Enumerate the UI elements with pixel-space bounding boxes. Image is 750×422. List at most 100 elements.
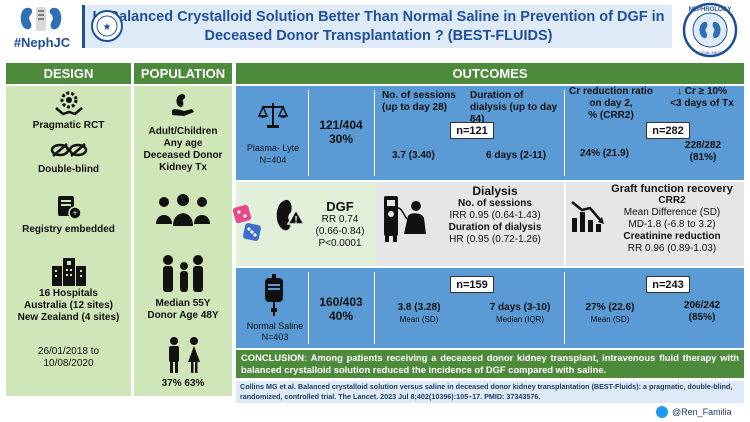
population-group: Adult/Children Any age Deceased Donor Ki… (134, 126, 232, 174)
header: #NephJC ★ Is Balanced Crystalloid Soluti… (0, 0, 750, 58)
plasma-dgf-pct: 30% (328, 132, 354, 146)
row-divider-v6 (564, 272, 565, 344)
design-column: Pragmatic RCT Double-blind + Registry em… (6, 86, 131, 396)
row-divider-v2 (374, 90, 375, 176)
saline-dgf: 160/403 40% (310, 274, 372, 344)
population-header: POPULATION (134, 63, 232, 84)
saline-cr-drop-count: 206/242 (683, 300, 721, 311)
pop-adult: Adult/Children (148, 126, 218, 137)
dialysis-hr: HR (0.95 (0.72-1.26) (449, 234, 541, 245)
kidney-logo-icon (20, 7, 62, 31)
dialysis-machine-icon (384, 196, 426, 242)
saline-crr2: 27% (22.6) (585, 302, 635, 313)
dgf-effect-text: DGF RR 0.74 (0.66-0.84) P<0.0001 (306, 186, 374, 262)
graft-rr: RR 0.96 (0.89-1.03) (627, 243, 717, 254)
head-sessions-1: No. of sessions (382, 90, 456, 101)
plasma-dgf: 121/404 30% (310, 92, 372, 172)
eye-slash-icon (50, 143, 88, 157)
design-item-blind: Double-blind (37, 164, 100, 175)
svg-text:+: + (72, 208, 77, 218)
head-duration: Duration of dialysis (up to day 84) (470, 90, 558, 125)
sites-australia: Australia (12 sites) (24, 300, 113, 311)
plasma-n-dialysis: n=121 (450, 122, 494, 139)
conclusion-label: CONCLUSION: (241, 352, 308, 363)
population-column: Adult/Children Any age Deceased Donor Ki… (134, 86, 232, 396)
saline-dgf-pct: 40% (328, 309, 354, 323)
citation: Collins MG et al. Balanced crystalloid s… (236, 381, 744, 403)
design-item-registry: Registry embedded (22, 224, 115, 235)
pop-donor-age: Donor Age 48Y (147, 310, 219, 321)
brand-name: #NephJC (13, 35, 71, 50)
saline-n-dialysis: n=159 (450, 276, 494, 293)
plasma-cr-drop: 228/282 (81%) (664, 140, 742, 164)
pop-donor: Deceased Donor (143, 150, 223, 161)
saline-crr2-unit: Mean (SD) (590, 315, 630, 324)
gear-hands-icon (55, 91, 83, 116)
graft-md-label: Mean Difference (SD) (623, 207, 721, 218)
saline-dgf-count: 160/403 (319, 295, 363, 309)
saline-n: N=403 (261, 332, 289, 342)
design-dates: 26/01/2018 to 10/08/2020 (6, 346, 131, 370)
dgf-title: DGF (326, 198, 354, 214)
plasma-crr2: 24% (21.9) (580, 148, 629, 159)
row-divider-v5 (374, 272, 375, 344)
graft-cr-label: Creatinine reduction (623, 231, 721, 242)
twitter-handle[interactable]: @Ren_Familia (672, 407, 732, 417)
design-header: DESIGN (6, 63, 131, 84)
saline-cr-drop: 206/242 (85%) (662, 300, 742, 324)
date-start: 26/01/2018 to (37, 346, 100, 357)
population-sex: 37% 63% (161, 378, 205, 389)
dgf-ci: (0.66-0.84) (315, 225, 365, 237)
dialysis-effect-text: Dialysis No. of sessions IRR 0.95 (0.64-… (428, 184, 562, 246)
saline-sessions: 3.8 (3.28) (397, 302, 441, 313)
sites-hospitals: 16 Hospitals (39, 288, 98, 299)
page-title-line2: Deceased Donor Transplantation ? (BEST-F… (204, 27, 553, 44)
pop-age: Any age (163, 138, 203, 149)
head-cr-ratio-2: on day 2, (589, 98, 633, 109)
plasma-n: N=404 (259, 155, 287, 165)
dialysis-title: Dialysis (472, 184, 518, 198)
twitter-icon (656, 406, 668, 418)
saline-duration: 7 days (3-10) (489, 302, 551, 313)
svg-text:!: ! (294, 215, 297, 226)
dice-icon (232, 204, 261, 241)
saline-label-box: Normal Saline N=403 (244, 272, 306, 344)
head-cr-drop: ↓ Cr ≥ 10% <3 days of Tx (660, 86, 744, 110)
design-sites: 16 Hospitals Australia (12 sites) New Ze… (6, 288, 131, 324)
plasma-n-cr: n=282 (646, 122, 690, 139)
downtrend-chart-icon (571, 201, 604, 232)
graft-md: MD-1.8 (-6.8 to 3.2) (628, 219, 716, 230)
svg-text:SOCIAL MEDIA: SOCIAL MEDIA (696, 50, 725, 55)
row-divider-v4 (308, 272, 309, 344)
saline-n-cr: n=243 (646, 276, 690, 293)
dgf-rr: RR 0.74 (321, 213, 359, 225)
svg-text:★: ★ (103, 22, 112, 33)
saline-sessions-unit: Mean (SD) (399, 315, 439, 324)
saline-duration-box: 7 days (3-10) Median (IQR) (480, 302, 560, 326)
dgf-p: P<0.0001 (318, 237, 362, 249)
conclusion-box: CONCLUSION: Among patients receiving a d… (236, 350, 744, 378)
seal-icon: NEPHROLOGY SOCIAL MEDIA (682, 2, 738, 58)
head-sessions-2: (up to day 28) (382, 102, 448, 113)
title-box: ★ Is Balanced Crystalloid Solution Bette… (82, 5, 672, 48)
graft-crr2: CRR2 (658, 195, 686, 206)
plasma-sessions: 3.7 (3.40) (392, 150, 435, 161)
pop-median-age: Median 55Y (155, 298, 211, 309)
row-divider-v3 (564, 90, 565, 176)
seal-logo: NEPHROLOGY SOCIAL MEDIA (682, 2, 738, 58)
people-group-icon (156, 194, 210, 226)
registry-icon: + (58, 196, 82, 220)
pop-tx: Kidney Tx (159, 162, 207, 173)
saline-sessions-box: 3.8 (3.28) Mean (SD) (384, 302, 454, 326)
graft-title: Graft function recovery (611, 183, 733, 195)
dialysis-duration-label: Duration of dialysis (448, 222, 542, 233)
dgf-effect-box (236, 182, 376, 266)
plasma-dgf-count: 121/404 (319, 118, 363, 132)
head-cr-ratio-1: Cr reduction ratio (569, 86, 653, 97)
plasma-label-box: Plasma- Lyte N=404 (244, 92, 302, 172)
saline-cr-drop-pct: (85%) (688, 312, 716, 323)
kidney-hand-icon (172, 94, 194, 116)
head-cr-ratio: Cr reduction ratio on day 2, % (CRR2) (566, 86, 656, 122)
design-item-rct: Pragmatic RCT (32, 120, 105, 131)
head-cr-ratio-3: % (CRR2) (588, 110, 634, 121)
